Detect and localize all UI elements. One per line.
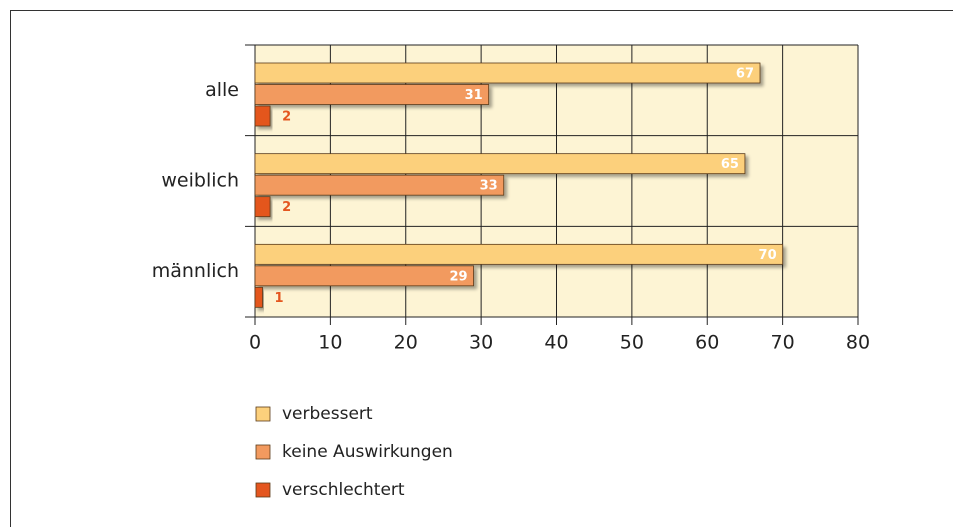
bar [254,105,271,127]
value-label: 2 [282,110,291,125]
value-label: 65 [721,157,739,172]
legend-swatch [255,482,271,498]
bar [254,174,505,196]
x-tick-label: 10 [318,332,342,354]
x-tick-label: 50 [620,332,644,354]
bar [254,84,490,105]
value-label: 31 [465,88,483,103]
y-tick-label: alle [205,79,239,101]
y-tick-label: männlich [152,260,239,282]
bar [254,243,784,265]
bar [254,153,746,175]
legend-swatch [255,406,271,422]
bar [254,265,474,287]
value-label: 33 [480,179,498,194]
value-label: 70 [759,248,777,263]
x-tick-label: 60 [695,332,719,354]
bar [254,62,761,84]
legend-label: keine Auswirkungen [282,442,453,462]
bar [254,196,271,218]
x-tick-label: 70 [771,332,795,354]
x-tick-label: 20 [394,332,418,354]
value-label: 29 [449,269,467,284]
x-tick-label: 80 [846,332,870,354]
legend-label: verbessert [282,404,373,424]
x-tick-label: 0 [249,332,261,354]
legend-swatch [255,444,271,460]
x-tick-label: 30 [469,332,493,354]
y-tick-label: weiblich [161,170,239,192]
value-label: 67 [736,67,754,82]
value-label: 1 [275,291,284,306]
bar [254,286,263,308]
legend-label: verschlechtert [282,480,405,500]
x-tick-label: 40 [544,332,568,354]
value-label: 2 [282,200,291,215]
